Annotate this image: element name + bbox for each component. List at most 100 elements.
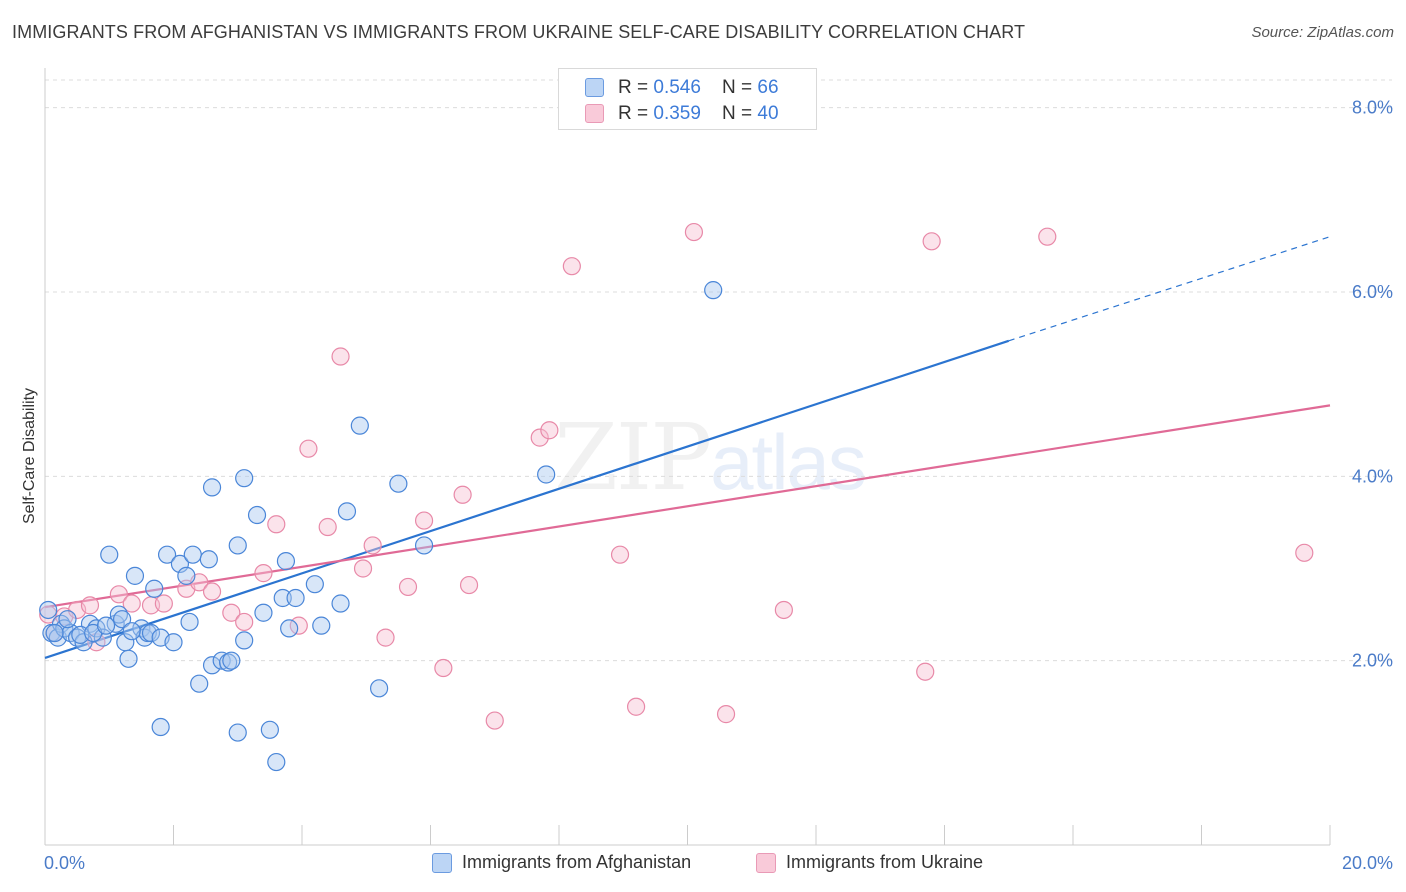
- point-afghanistan: [112, 610, 132, 629]
- point-afghanistan: [157, 545, 177, 564]
- point-afghanistan: [312, 616, 331, 635]
- trend-lines: [44, 236, 1331, 659]
- point-afghanistan: [141, 623, 161, 643]
- point-ukraine: [202, 582, 222, 601]
- bottom-legend-swatch-ukraine: [756, 853, 776, 873]
- point-ukraine: [459, 575, 479, 595]
- point-ukraine: [562, 257, 581, 276]
- point-afghanistan: [228, 536, 247, 555]
- point-ukraine: [267, 515, 286, 534]
- point-afghanistan: [280, 619, 299, 638]
- bottom-legend-label-ukraine: Immigrants from Ukraine: [786, 852, 984, 872]
- data-points: [39, 222, 1314, 772]
- trend-line-afghanistan-extension: [1008, 236, 1331, 342]
- y-tick-label: 8.0%: [1352, 98, 1393, 118]
- point-ukraine: [299, 439, 318, 458]
- point-afghanistan: [219, 653, 238, 672]
- point-ukraine: [626, 697, 646, 716]
- point-afghanistan: [254, 603, 273, 622]
- point-afghanistan: [537, 465, 556, 484]
- point-afghanistan: [222, 651, 241, 670]
- point-afghanistan: [202, 478, 222, 497]
- point-afghanistan: [337, 502, 357, 521]
- point-afghanistan: [260, 720, 279, 739]
- y-tick-label: 4.0%: [1352, 466, 1393, 486]
- point-ukraine: [1295, 543, 1314, 562]
- point-ukraine: [222, 603, 241, 622]
- point-ukraine: [916, 662, 935, 681]
- point-afghanistan: [177, 566, 196, 585]
- point-afghanistan: [235, 631, 254, 650]
- point-ukraine: [530, 428, 549, 447]
- point-ukraine: [684, 222, 704, 242]
- point-afghanistan: [164, 633, 183, 652]
- point-afghanistan: [267, 752, 286, 772]
- point-ukraine: [109, 585, 128, 604]
- legend-n-value-ukraine: 40: [757, 103, 779, 124]
- point-afghanistan: [183, 545, 202, 564]
- point-ukraine: [318, 517, 337, 537]
- point-afghanistan: [331, 594, 350, 613]
- legend-r-value-afghanistan: 0.546: [653, 77, 701, 98]
- point-afghanistan: [350, 416, 369, 435]
- chart-title: IMMIGRANTS FROM AFGHANISTAN VS IMMIGRANT…: [12, 22, 1026, 42]
- point-ukraine: [398, 577, 418, 597]
- point-ukraine: [414, 511, 434, 530]
- legend-r-value-ukraine: 0.359: [653, 103, 701, 124]
- source-credit: Source: ZipAtlas.com: [1251, 24, 1394, 41]
- point-afghanistan: [247, 505, 267, 525]
- point-ukraine: [39, 605, 58, 624]
- point-afghanistan: [122, 622, 141, 641]
- point-ukraine: [80, 596, 100, 615]
- point-afghanistan: [235, 469, 254, 488]
- point-afghanistan: [228, 723, 247, 742]
- point-afghanistan: [119, 649, 138, 668]
- point-afghanistan: [100, 545, 119, 564]
- point-afghanistan: [58, 610, 77, 629]
- point-ukraine: [485, 711, 504, 730]
- point-ukraine: [540, 421, 559, 440]
- watermark-zip: ZIP: [554, 404, 712, 511]
- bottom-legend-label-afghanistan: Immigrants from Afghanistan: [462, 852, 692, 872]
- legend-n-label-afghanistan: N =: [722, 77, 758, 98]
- legend-swatch-afghanistan: [585, 78, 604, 97]
- x-tick-label-min: 0.0%: [44, 853, 85, 873]
- point-afghanistan: [45, 623, 64, 643]
- y-tick-label: 6.0%: [1352, 282, 1393, 302]
- legend-n-value-afghanistan: 66: [757, 77, 779, 98]
- point-ukraine: [774, 600, 793, 620]
- point-ukraine: [376, 628, 395, 647]
- point-afghanistan: [180, 612, 199, 632]
- watermark: ZIPatlas: [554, 404, 867, 511]
- point-ukraine: [363, 536, 382, 555]
- point-afghanistan: [151, 717, 170, 737]
- point-ukraine: [453, 485, 472, 504]
- point-afghanistan: [96, 616, 116, 635]
- point-ukraine: [235, 612, 254, 632]
- point-afghanistan: [199, 550, 218, 569]
- axes: [44, 68, 1331, 846]
- point-ukraine: [254, 564, 273, 583]
- point-ukraine: [434, 658, 453, 678]
- trend-line-afghanistan: [44, 339, 1010, 659]
- point-ukraine: [1038, 227, 1057, 246]
- point-ukraine: [716, 705, 736, 724]
- point-afghanistan: [704, 281, 723, 300]
- point-afghanistan: [286, 588, 305, 608]
- correlation-legend: R = 0.546 N = 66 R = 0.359 N = 40: [558, 68, 817, 130]
- y-tick-label: 2.0%: [1352, 651, 1393, 671]
- point-ukraine: [331, 347, 350, 366]
- point-ukraine: [353, 559, 373, 578]
- point-afghanistan: [93, 628, 112, 647]
- point-afghanistan: [370, 679, 389, 698]
- point-afghanistan: [190, 674, 209, 693]
- legend-swatch-ukraine: [585, 104, 604, 123]
- point-afghanistan: [145, 579, 164, 598]
- point-afghanistan: [305, 575, 324, 594]
- trend-line-ukraine: [44, 404, 1331, 609]
- point-afghanistan: [39, 600, 58, 620]
- point-ukraine: [122, 594, 141, 613]
- x-tick-label-max: 20.0%: [1342, 853, 1393, 873]
- legend-r-label-ukraine: R =: [618, 103, 654, 124]
